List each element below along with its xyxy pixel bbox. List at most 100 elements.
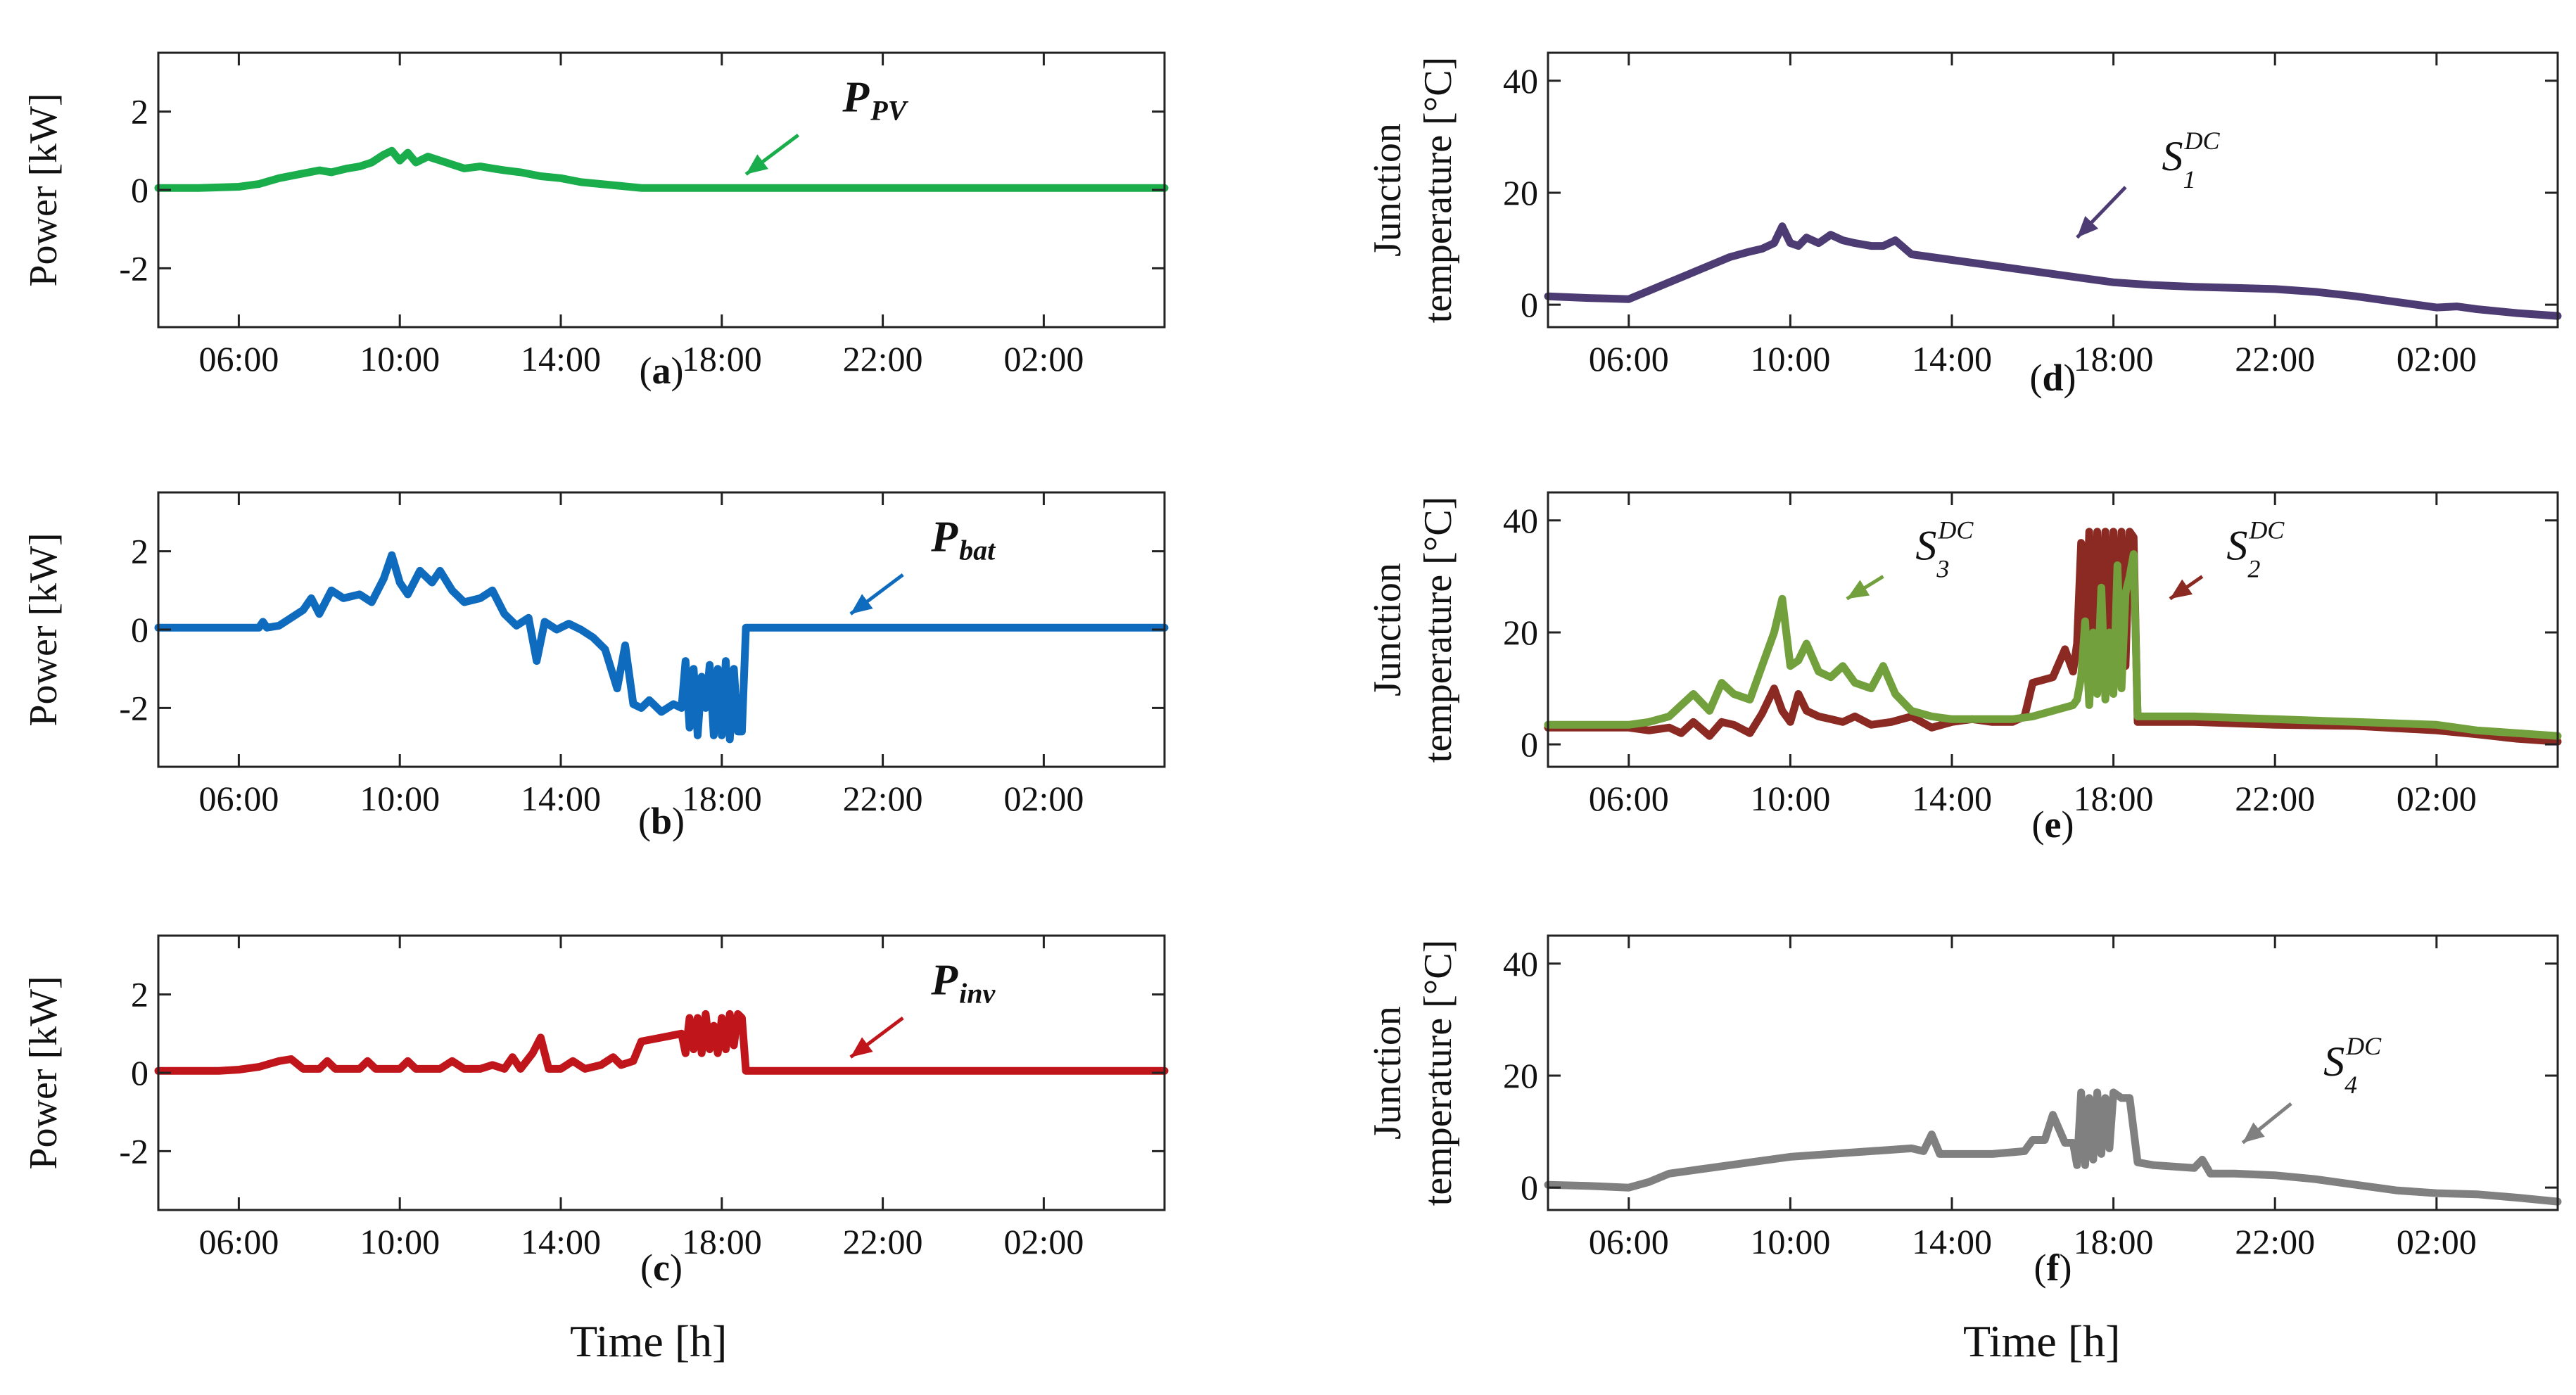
y-axis-label-line2: temperature [°C] [1416, 940, 1460, 1206]
panel-caption: (e) [2032, 803, 2074, 846]
y-tick-label: -2 [119, 688, 148, 727]
x-tick-label: 14:00 [521, 779, 601, 818]
panel-caption: (a) [640, 350, 684, 392]
annotation-arrow-head [850, 594, 873, 614]
x-tick-label: 10:00 [1750, 339, 1830, 378]
x-tick-label: 14:00 [1912, 779, 1992, 818]
axes-frame [1547, 934, 2559, 1211]
x-tick-label: 06:00 [1589, 339, 1669, 378]
annotation-sub: 2 [2247, 555, 2260, 583]
x-tick-label: 02:00 [1003, 1222, 1084, 1261]
y-tick-label: 40 [1503, 61, 1538, 101]
y-tick-label: -2 [119, 1131, 148, 1171]
x-tick-label: 02:00 [2397, 1222, 2477, 1261]
y-tick-label: 2 [131, 975, 148, 1014]
caption-paren-close: ) [2061, 803, 2074, 846]
x-tick-label: 14:00 [521, 339, 601, 378]
y-tick-label: 20 [1503, 173, 1538, 212]
caption-letter: f [2047, 1247, 2060, 1289]
x-tick-label: 02:00 [1003, 339, 1084, 378]
chart-e: 40 20 0 06:00 10:00 14:00 18:00 22:00 02:00 Junct… [1366, 491, 2562, 846]
annotation-label: SDC 3 [1915, 516, 1974, 583]
y-tick-label: 0 [131, 610, 148, 649]
caption-paren-open: ( [640, 1247, 653, 1289]
annotation-arrow-head [2242, 1122, 2265, 1143]
annotation-sup: DC [2248, 516, 2285, 544]
chart-c: 2 0 -2 06:00 10:00 14:00 18:00 22:00 02:00 Power … [22, 934, 1169, 1289]
caption-paren-open: ( [640, 350, 652, 392]
y-tick-label: 0 [1521, 725, 1538, 764]
y-axis-label: Power [kW] [22, 976, 65, 1169]
y-tick-label: 2 [131, 92, 148, 132]
axes-frame [1547, 491, 2559, 768]
x-tick-label: 18:00 [2074, 1222, 2154, 1261]
caption-paren-close: ) [671, 350, 684, 392]
x-tick-label: 06:00 [198, 779, 279, 818]
x-tick-label: 18:00 [682, 779, 762, 818]
annotation-sub: 4 [2345, 1071, 2357, 1099]
chart-d: 40 20 0 06:00 10:00 14:00 18:00 22:00 02:00 Junct… [1366, 51, 2562, 399]
series-line-Pinv [154, 1009, 1169, 1075]
annotation-label: PPV [842, 74, 908, 127]
series-line-S4DC [1544, 1088, 2562, 1206]
x-tick-label: 02:00 [2397, 339, 2477, 378]
x-axis-label-right: Time [h] [1963, 1316, 2121, 1366]
axes-frame [1547, 51, 2559, 329]
x-tick-label: 02:00 [1003, 779, 1084, 818]
annotation-sub: inv [959, 978, 996, 1009]
caption-letter: b [651, 800, 672, 842]
x-tick-label: 22:00 [2235, 779, 2315, 818]
annotation-sub: bat [959, 535, 996, 566]
caption-paren-open: ( [2029, 357, 2042, 399]
chart-b: 2 0 -2 06:00 10:00 14:00 18:00 22:00 02:00 Power … [22, 491, 1169, 842]
annotation-sup: DC [2345, 1032, 2382, 1060]
x-tick-label: 22:00 [843, 339, 923, 378]
x-tick-label: 18:00 [682, 339, 762, 378]
caption-paren-open: ( [2032, 803, 2045, 846]
y-axis-label-line2: temperature [°C] [1416, 57, 1460, 323]
x-tick-label: 22:00 [2235, 339, 2315, 378]
annotation-sub: 1 [2183, 165, 2195, 193]
chart-a: 2 0 -2 06:00 10:00 14:00 18:00 22:00 02:00 Power … [22, 51, 1169, 392]
y-tick-label: 20 [1503, 613, 1538, 652]
panel-caption: (b) [638, 800, 685, 842]
x-tick-label: 10:00 [360, 339, 440, 378]
caption-letter: e [2045, 803, 2062, 846]
x-tick-label: 22:00 [843, 1222, 923, 1261]
annotation-label: Pinv [930, 957, 996, 1009]
y-tick-label: 20 [1503, 1056, 1538, 1095]
annotation-main: S [2323, 1038, 2345, 1085]
caption-paren-close: ) [670, 1247, 683, 1289]
caption-paren-open: ( [2034, 1247, 2047, 1289]
annotation-label: Pbat [930, 514, 996, 566]
x-tick-label: 22:00 [843, 779, 923, 818]
y-tick-label: 0 [1521, 1168, 1538, 1207]
caption-paren-close: ) [2064, 357, 2076, 399]
caption-paren-open: ( [638, 800, 651, 842]
annotation-label: SDC 2 [2226, 516, 2285, 583]
x-tick-label: 10:00 [360, 779, 440, 818]
y-axis-label-line1: Junction [1366, 1006, 1409, 1140]
annotation-sup: DC [1937, 516, 1974, 544]
panel-caption: (f) [2034, 1247, 2072, 1289]
x-tick-label: 10:00 [360, 1222, 440, 1261]
annotation-arrow-head [2076, 216, 2099, 238]
series-line-S1DC [1544, 222, 2562, 320]
annotation-sup: DC [2183, 127, 2220, 155]
annotation-label: SDC 1 [2162, 127, 2220, 193]
y-tick-label: 0 [1521, 285, 1538, 324]
y-axis-label-line1: Junction [1366, 123, 1409, 257]
annotation-sub: 3 [1936, 555, 1949, 583]
y-tick-label: 40 [1503, 501, 1538, 540]
caption-paren-close: ) [2059, 1247, 2071, 1289]
x-tick-label: 10:00 [1750, 1222, 1830, 1261]
chart-f: 40 20 0 06:00 10:00 14:00 18:00 22:00 02:00 Junct… [1366, 934, 2562, 1289]
annotation-arrow-head [2169, 579, 2193, 599]
annotation-sub: PV [870, 95, 908, 127]
x-tick-label: 18:00 [2074, 339, 2154, 378]
annotation-arrow-head [746, 154, 768, 174]
annotation-main: P [930, 514, 958, 561]
y-tick-label: 0 [131, 170, 148, 210]
x-tick-label: 14:00 [521, 1222, 601, 1261]
x-tick-label: 14:00 [1912, 339, 1992, 378]
